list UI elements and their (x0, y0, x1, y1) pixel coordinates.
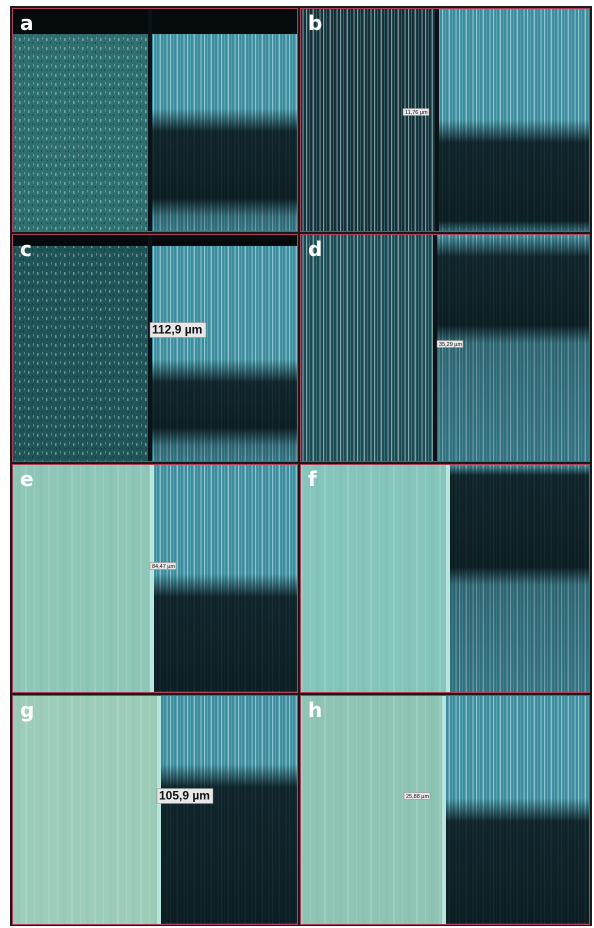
panel: f (300, 464, 590, 693)
micrograph-figure: a b 11,76 µm c 112,9 µm d 35,29 µm e 84,47 µm f g 1… (0, 0, 594, 928)
specimen-shadow (450, 464, 590, 693)
measurement-label: 25,88 µm (406, 794, 429, 800)
interface-gap (442, 695, 446, 925)
dark-edge (12, 234, 148, 246)
specimen-texture (12, 464, 150, 693)
dark-edge (152, 234, 298, 246)
interface-gap (157, 695, 161, 925)
specimen-shadow (439, 8, 590, 232)
interface-gap (435, 8, 439, 232)
measurement-label: 35,29 µm (439, 342, 462, 348)
panel: b 11,76 µm (300, 8, 590, 232)
panel-letter: h (308, 698, 322, 722)
interface-gap (446, 464, 450, 693)
specimen-shadow (154, 464, 298, 693)
interface-gap (148, 8, 152, 232)
specimen-texture (12, 695, 157, 925)
panel: g 105,9 µm (12, 695, 298, 925)
panel: d 35,29 µm (300, 234, 590, 462)
panel-letter: g (20, 698, 34, 722)
panel: e 84,47 µm (12, 464, 298, 693)
specimen-texture (300, 695, 442, 925)
panel: a (12, 8, 298, 232)
panel-letter: b (308, 11, 322, 35)
specimen-shadow (152, 8, 298, 232)
specimen-shadow (437, 234, 590, 462)
interface-gap (148, 234, 152, 462)
panel-letter: a (20, 11, 34, 35)
measurement-label: 112,9 µm (152, 323, 202, 337)
specimen-texture (12, 234, 148, 462)
interface-gap (150, 464, 154, 693)
measurement-label: 105,9 µm (159, 789, 210, 803)
panel-letter: d (308, 237, 322, 261)
panel-letter: f (308, 467, 317, 491)
panel-letter: e (20, 467, 34, 491)
panel: c 112,9 µm (12, 234, 298, 462)
specimen-shadow (161, 695, 298, 925)
panel: h 25,88 µm (300, 695, 590, 925)
specimen-texture (12, 8, 148, 232)
specimen-texture (300, 234, 433, 462)
dark-edge (152, 8, 298, 34)
interface-gap (433, 234, 437, 462)
specimen-texture (300, 8, 435, 232)
specimen-shadow (152, 234, 298, 462)
panel-letter: c (20, 237, 32, 261)
specimen-shadow (446, 695, 590, 925)
measurement-label: 84,47 µm (152, 564, 175, 570)
specimen-texture (300, 464, 446, 693)
measurement-label: 11,76 µm (405, 110, 428, 116)
